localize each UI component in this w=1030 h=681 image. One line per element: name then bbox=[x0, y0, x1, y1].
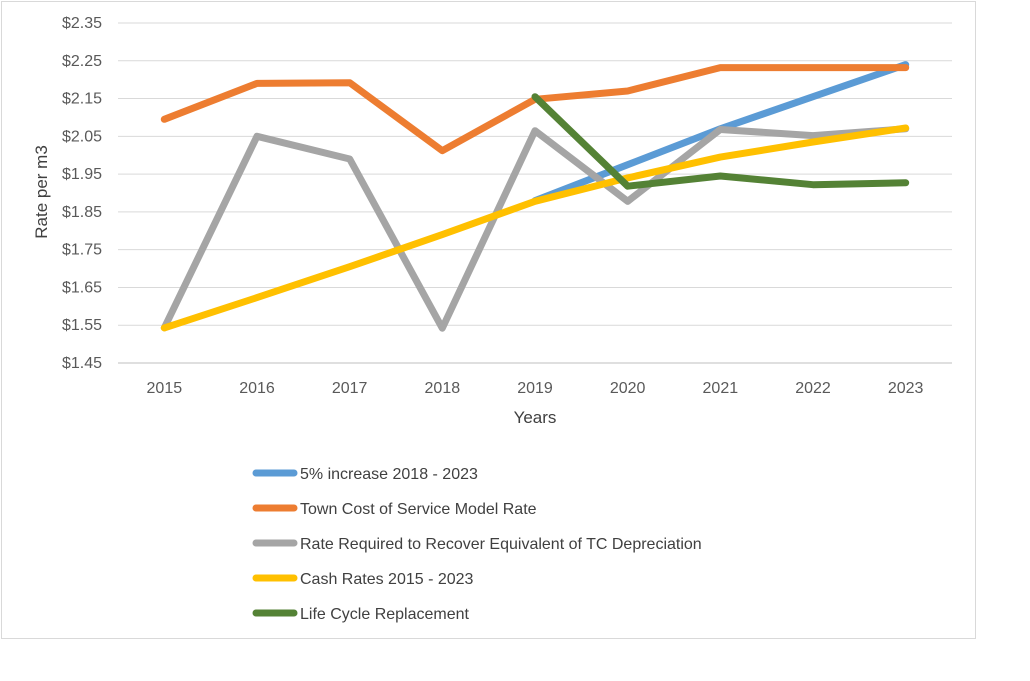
y-tick-label: $1.95 bbox=[62, 166, 102, 183]
y-tick-label: $1.85 bbox=[62, 204, 102, 221]
y-tick-label: $2.35 bbox=[62, 15, 102, 32]
x-tick-label: 2015 bbox=[147, 380, 183, 397]
series-line-3 bbox=[160, 124, 910, 332]
x-tick-label: 2022 bbox=[795, 380, 831, 397]
y-tick-label: $2.15 bbox=[62, 91, 102, 108]
x-tick-label: 2017 bbox=[332, 380, 368, 397]
x-tick-label: 2019 bbox=[517, 380, 553, 397]
y-axis-title: Rate per m3 bbox=[32, 145, 51, 239]
y-tick-label: $2.25 bbox=[62, 53, 102, 70]
legend-item: Rate Required to Recover Equivalent of T… bbox=[252, 536, 702, 553]
legend-label: Town Cost of Service Model Rate bbox=[300, 501, 537, 518]
x-tick-label: 2021 bbox=[703, 380, 739, 397]
legend-label: Life Cycle Replacement bbox=[300, 606, 470, 623]
legend-item: 5% increase 2018 - 2023 bbox=[252, 466, 478, 483]
y-tick-label: $1.65 bbox=[62, 279, 102, 296]
y-tick-label: $1.55 bbox=[62, 317, 102, 334]
y-axis-tick-labels: $2.35 $2.25 $2.15 $2.05 $1.95 $1.85 $1.75 $1.65… bbox=[62, 15, 102, 372]
legend-label: Cash Rates 2015 - 2023 bbox=[300, 571, 474, 588]
x-tick-label: 2018 bbox=[425, 380, 461, 397]
x-axis-tick-labels: 2015 2016 2017 2018 2019 2020 2021 2022 2023 bbox=[147, 380, 924, 397]
legend-label: 5% increase 2018 - 2023 bbox=[300, 466, 478, 483]
series-line-2 bbox=[160, 125, 910, 332]
y-tick-label: $1.45 bbox=[62, 355, 102, 372]
legend: 5% increase 2018 - 2023 Town Cost of Serv… bbox=[252, 466, 702, 623]
legend-item: Cash Rates 2015 - 2023 bbox=[252, 571, 474, 588]
legend-label: Rate Required to Recover Equivalent of T… bbox=[300, 536, 702, 553]
x-axis-title: Years bbox=[514, 408, 557, 427]
y-tick-label: $2.05 bbox=[62, 128, 102, 145]
x-tick-label: 2020 bbox=[610, 380, 646, 397]
legend-item: Town Cost of Service Model Rate bbox=[252, 501, 537, 518]
series-lines bbox=[160, 61, 910, 332]
y-tick-label: $1.75 bbox=[62, 242, 102, 259]
chart-frame bbox=[1, 1, 976, 639]
gridlines bbox=[118, 22, 952, 364]
x-tick-label: 2016 bbox=[239, 380, 275, 397]
x-tick-label: 2023 bbox=[888, 380, 924, 397]
series-line-4 bbox=[531, 93, 910, 190]
legend-item: Life Cycle Replacement bbox=[252, 606, 470, 623]
